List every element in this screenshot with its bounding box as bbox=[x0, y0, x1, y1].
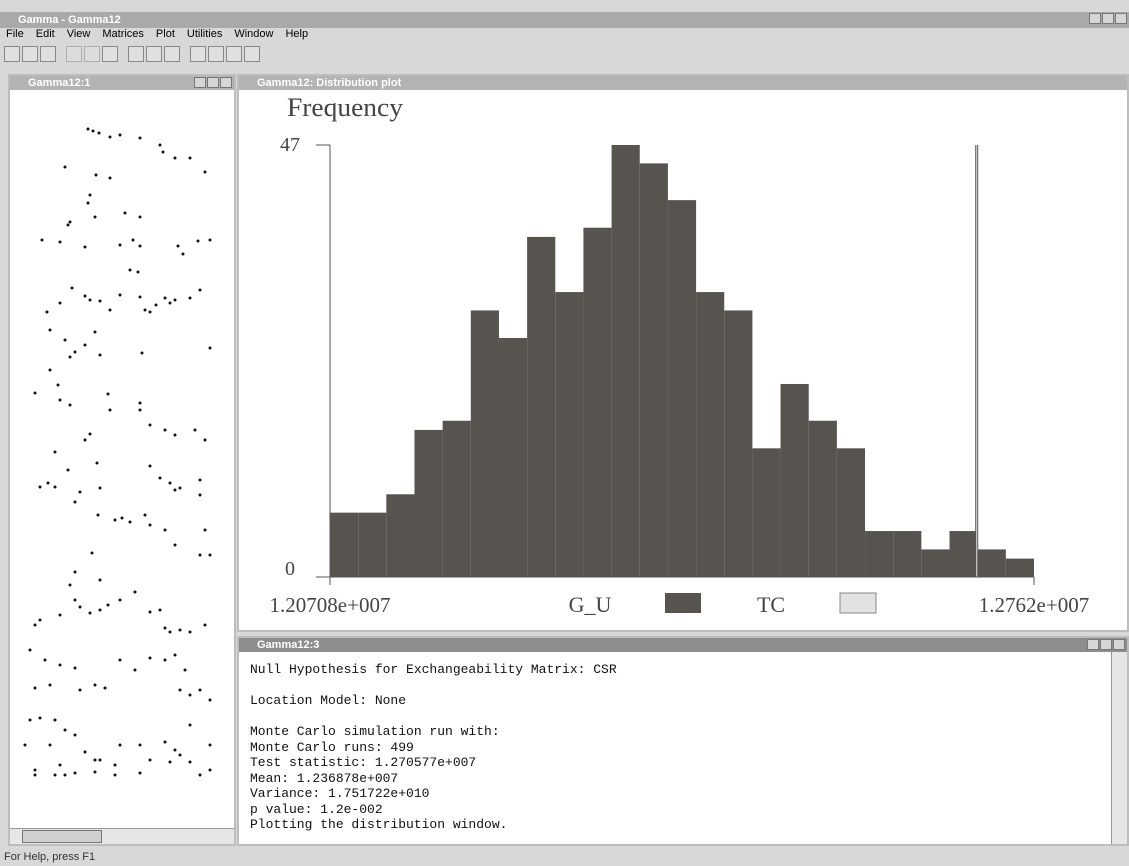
output-line: Mean: 1.236878e+007 bbox=[250, 771, 617, 787]
close-button[interactable] bbox=[1113, 639, 1125, 650]
window-title-bar: Gamma12:1 bbox=[10, 76, 234, 90]
copy-button[interactable] bbox=[84, 46, 100, 62]
output-paragraph: Location Model: None bbox=[250, 693, 617, 709]
output-paragraph: Monte Carlo simulation run with:Monte Ca… bbox=[250, 724, 617, 833]
vertical-scrollbar[interactable] bbox=[1111, 652, 1127, 844]
window-title-bar: Gamma12: Distribution plot bbox=[239, 76, 1127, 90]
output-line: Monte Carlo simulation run with: bbox=[250, 724, 617, 740]
print-button[interactable] bbox=[128, 46, 144, 62]
output-line: Null Hypothesis for Exchangeability Matr… bbox=[250, 662, 617, 678]
maximize-button[interactable] bbox=[207, 77, 219, 88]
minimize-button[interactable] bbox=[194, 77, 206, 88]
paste-button[interactable] bbox=[102, 46, 118, 62]
menu-bar: File Edit View Matrices Plot Utilities Window H… bbox=[6, 28, 308, 42]
menu-item[interactable]: Window bbox=[234, 28, 273, 42]
help-button[interactable] bbox=[164, 46, 180, 62]
minimize-button[interactable] bbox=[1089, 13, 1101, 24]
output-line: Test statistic: 1.270577e+007 bbox=[250, 755, 617, 771]
output-line: Location Model: None bbox=[250, 693, 617, 709]
output-line: Monte Carlo runs: 499 bbox=[250, 740, 617, 756]
maximize-button[interactable] bbox=[1102, 13, 1114, 24]
menu-item[interactable]: File bbox=[6, 28, 24, 42]
menu-item[interactable]: Help bbox=[285, 28, 308, 42]
output-window: Gamma12:3 Null Hypothesis for Exchangeab… bbox=[237, 636, 1129, 846]
window-title: Gamma12:1 bbox=[28, 77, 90, 89]
app-title: Gamma - Gamma12 bbox=[18, 14, 121, 26]
plot-area bbox=[239, 90, 1127, 630]
zoom-in-button[interactable] bbox=[226, 46, 242, 62]
menu-item[interactable]: Edit bbox=[36, 28, 55, 42]
output-line: Plotting the distribution window. bbox=[250, 817, 617, 833]
menu-item[interactable]: View bbox=[67, 28, 91, 42]
output-text: Null Hypothesis for Exchangeability Matr… bbox=[250, 662, 617, 848]
menu-item[interactable]: Plot bbox=[156, 28, 175, 42]
status-bar: For Help, press F1 bbox=[0, 848, 1129, 866]
window-title-bar: Gamma12:3 bbox=[239, 638, 1127, 652]
app-window: Gamma - Gamma12 File Edit View Matrices Plot… bbox=[0, 0, 1129, 866]
zoom-out-button[interactable] bbox=[244, 46, 260, 62]
point-map-window: Gamma12:1 bbox=[8, 74, 236, 846]
app-controls bbox=[1089, 13, 1127, 24]
scatter-button[interactable] bbox=[208, 46, 224, 62]
status-text: For Help, press F1 bbox=[4, 851, 95, 863]
save-button[interactable] bbox=[40, 46, 56, 62]
app-title-bar: Gamma - Gamma12 bbox=[0, 12, 1129, 28]
minimize-button[interactable] bbox=[1087, 639, 1099, 650]
histogram-button[interactable] bbox=[190, 46, 206, 62]
open-button[interactable] bbox=[22, 46, 38, 62]
close-button[interactable] bbox=[220, 77, 232, 88]
output-paragraph: Null Hypothesis for Exchangeability Matr… bbox=[250, 662, 617, 678]
output-area: Null Hypothesis for Exchangeability Matr… bbox=[239, 652, 1111, 844]
point-map-area bbox=[10, 90, 234, 828]
window-title: Gamma12: Distribution plot bbox=[257, 77, 401, 89]
menu-item[interactable]: Matrices bbox=[102, 28, 144, 42]
about-button[interactable] bbox=[146, 46, 162, 62]
menu-item[interactable]: Utilities bbox=[187, 28, 222, 42]
toolbar bbox=[4, 46, 260, 62]
cut-button[interactable] bbox=[66, 46, 82, 62]
maximize-button[interactable] bbox=[1100, 639, 1112, 650]
new-button[interactable] bbox=[4, 46, 20, 62]
plot-window: Gamma12: Distribution plot bbox=[237, 74, 1129, 632]
horizontal-scrollbar[interactable] bbox=[10, 828, 234, 844]
output-line: p value: 1.2e-002 bbox=[250, 802, 617, 818]
output-line: Variance: 1.751722e+010 bbox=[250, 786, 617, 802]
window-title: Gamma12:3 bbox=[257, 639, 319, 651]
close-button[interactable] bbox=[1115, 13, 1127, 24]
